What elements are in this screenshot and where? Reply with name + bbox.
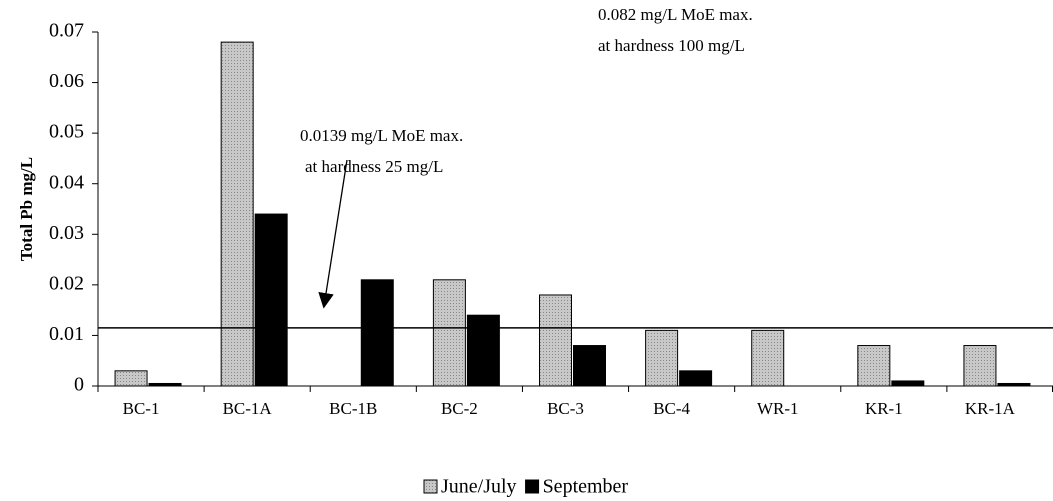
bar bbox=[539, 294, 572, 387]
y-axis-title: Total Pb mg/L bbox=[17, 157, 36, 261]
x-tick-label: KR-1A bbox=[965, 399, 1016, 418]
legend-swatch bbox=[525, 479, 540, 494]
x-tick-label: KR-1 bbox=[865, 399, 903, 418]
bar bbox=[679, 370, 713, 387]
annotation: 0.0139 mg/L MoE max. bbox=[300, 126, 463, 145]
annotation: at hardness 100 mg/L bbox=[598, 36, 745, 55]
y-tick-label: 0.06 bbox=[49, 70, 84, 92]
x-tick-label: WR-1 bbox=[757, 399, 799, 418]
arrow bbox=[318, 159, 348, 309]
x-tick-label: BC-1B bbox=[329, 399, 377, 418]
legend-swatch bbox=[423, 479, 438, 494]
bar bbox=[360, 279, 394, 387]
bar bbox=[645, 329, 679, 387]
y-tick-label: 0.01 bbox=[49, 323, 84, 345]
x-tick-label: BC-1A bbox=[223, 399, 273, 418]
annotation: at hardness 25 mg/L bbox=[305, 157, 443, 176]
bar bbox=[857, 345, 891, 387]
annotation: 0.082 mg/L MoE max. bbox=[598, 5, 753, 24]
bar bbox=[573, 345, 606, 387]
bar bbox=[432, 279, 466, 387]
y-tick-label: 0.07 bbox=[49, 20, 84, 42]
bar bbox=[963, 345, 997, 387]
legend-label: September bbox=[543, 476, 629, 498]
y-tick-label: 0.02 bbox=[49, 272, 84, 294]
y-tick-label: 0.04 bbox=[49, 171, 84, 193]
bar bbox=[220, 41, 254, 387]
bar bbox=[114, 370, 148, 387]
bar bbox=[997, 382, 1031, 387]
y-tick-label: 0.03 bbox=[49, 222, 84, 244]
x-tick-label: BC-3 bbox=[547, 399, 584, 418]
bar bbox=[466, 314, 500, 387]
x-tick-label: BC-4 bbox=[653, 399, 690, 418]
bar bbox=[891, 380, 925, 387]
legend-label: June/July bbox=[441, 476, 517, 498]
x-tick-label: BC-1 bbox=[123, 399, 160, 418]
y-tick-label: 0 bbox=[74, 374, 84, 396]
bar bbox=[148, 382, 182, 387]
bar bbox=[254, 213, 288, 387]
y-tick-label: 0.05 bbox=[49, 121, 84, 143]
x-tick-label: BC-2 bbox=[441, 399, 478, 418]
bar bbox=[751, 329, 785, 387]
